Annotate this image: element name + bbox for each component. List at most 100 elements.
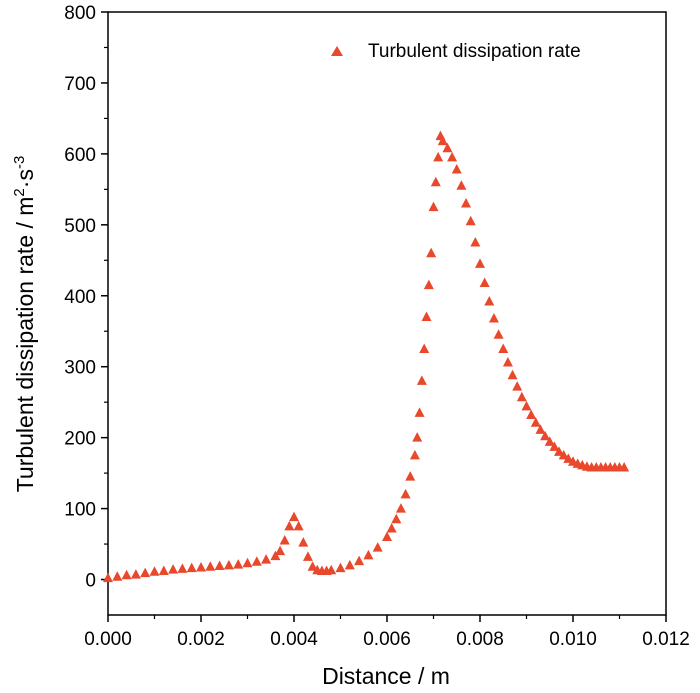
- data-point: [535, 424, 546, 434]
- x-axis: 0.000 0.002 0.004 0.006 0.008 0.010 0.012: [84, 615, 690, 650]
- data-point: [214, 560, 225, 571]
- data-point: [456, 180, 467, 190]
- data-point: [275, 545, 286, 556]
- x-axis-title: Distance / m: [322, 663, 450, 689]
- data-point: [479, 277, 490, 287]
- data-point: [391, 513, 402, 524]
- data-point: [400, 488, 411, 499]
- legend-marker: [331, 46, 343, 56]
- data-point: [437, 135, 448, 146]
- data-point: [233, 559, 244, 569]
- data-point: [223, 559, 234, 570]
- y-tick-label: 400: [64, 287, 96, 308]
- data-point: [130, 569, 141, 579]
- x-tick-label: 0.006: [363, 629, 411, 650]
- data-point: [447, 151, 458, 162]
- data-point: [289, 511, 299, 522]
- data-point: [475, 258, 485, 268]
- data-point: [558, 449, 569, 460]
- data-point: [177, 563, 188, 573]
- data-point: [302, 551, 313, 561]
- data-point: [549, 441, 560, 451]
- data-point: [470, 237, 481, 247]
- data-point: [270, 550, 281, 561]
- data-point: [196, 561, 206, 572]
- data-point: [149, 566, 160, 576]
- data-point: [488, 312, 499, 323]
- y-tick-label: 800: [64, 3, 96, 24]
- data-point: [121, 569, 132, 580]
- y-tick-label: 500: [64, 216, 96, 237]
- data-point: [428, 201, 439, 212]
- data-point: [416, 375, 427, 385]
- y-axis: 0 100 200 300 400 500 600 700 800: [64, 3, 108, 592]
- data-point: [544, 436, 555, 446]
- data-point: [493, 329, 504, 339]
- y-axis-title: Turbulent dissipation rate / m2·s-3: [11, 156, 38, 493]
- x-tick-label: 0.010: [549, 629, 597, 650]
- data-point: [421, 311, 432, 322]
- data-point: [498, 343, 509, 353]
- data-point: [344, 559, 355, 570]
- y-tick-label: 100: [64, 500, 96, 521]
- data-point: [251, 556, 262, 566]
- data-point: [354, 555, 365, 566]
- y-axis-title-main: Turbulent dissipation rate / m: [12, 197, 38, 493]
- data-point: [140, 567, 151, 578]
- data-point: [382, 531, 392, 541]
- data-point: [512, 381, 523, 391]
- x-tick-label: 0.004: [270, 629, 318, 650]
- data-point: [530, 417, 541, 427]
- data-point: [426, 247, 437, 258]
- data-point: [461, 198, 472, 208]
- data-point: [112, 571, 123, 581]
- data-point: [484, 295, 495, 306]
- data-point: [507, 369, 518, 380]
- data-point: [554, 446, 565, 456]
- y-tick-label: 300: [64, 358, 96, 379]
- data-point: [298, 537, 309, 547]
- data-point: [242, 557, 253, 568]
- data-point: [526, 409, 537, 419]
- data-point: [335, 562, 346, 573]
- data-point: [412, 432, 423, 442]
- data-point: [261, 554, 272, 564]
- data-point: [205, 561, 216, 571]
- data-points: [103, 130, 630, 583]
- data-point: [619, 461, 630, 472]
- data-point: [540, 430, 551, 441]
- y-tick-label: 0: [85, 571, 96, 592]
- data-point: [158, 565, 169, 576]
- data-point: [409, 449, 420, 460]
- legend-label: Turbulent dissipation rate: [368, 41, 581, 62]
- data-point: [386, 522, 397, 533]
- plot-frame: [107, 11, 667, 616]
- data-point: [372, 542, 383, 552]
- y-axis-title-exp2: -3: [11, 156, 28, 169]
- x-tick-label: 0.008: [456, 629, 504, 650]
- data-point: [326, 564, 337, 575]
- data-point: [186, 562, 197, 573]
- data-point: [395, 503, 406, 513]
- data-point: [451, 163, 462, 174]
- y-axis-title-mid: ·s: [12, 169, 38, 188]
- data-point: [279, 535, 290, 545]
- x-tick-label: 0.002: [177, 629, 225, 650]
- legend: Turbulent dissipation rate: [331, 41, 581, 62]
- data-point: [414, 407, 425, 417]
- y-tick-label: 200: [64, 429, 96, 450]
- data-point: [442, 142, 453, 153]
- data-point: [502, 356, 513, 367]
- data-point: [284, 520, 295, 531]
- data-point: [521, 400, 532, 411]
- data-point: [430, 176, 441, 187]
- x-tick-label: 0.012: [642, 629, 690, 650]
- data-point: [363, 549, 374, 560]
- data-point: [103, 572, 113, 583]
- data-point: [433, 151, 444, 162]
- data-point: [423, 279, 434, 290]
- data-point: [516, 391, 527, 402]
- y-tick-label: 600: [64, 145, 96, 166]
- data-point: [293, 520, 304, 531]
